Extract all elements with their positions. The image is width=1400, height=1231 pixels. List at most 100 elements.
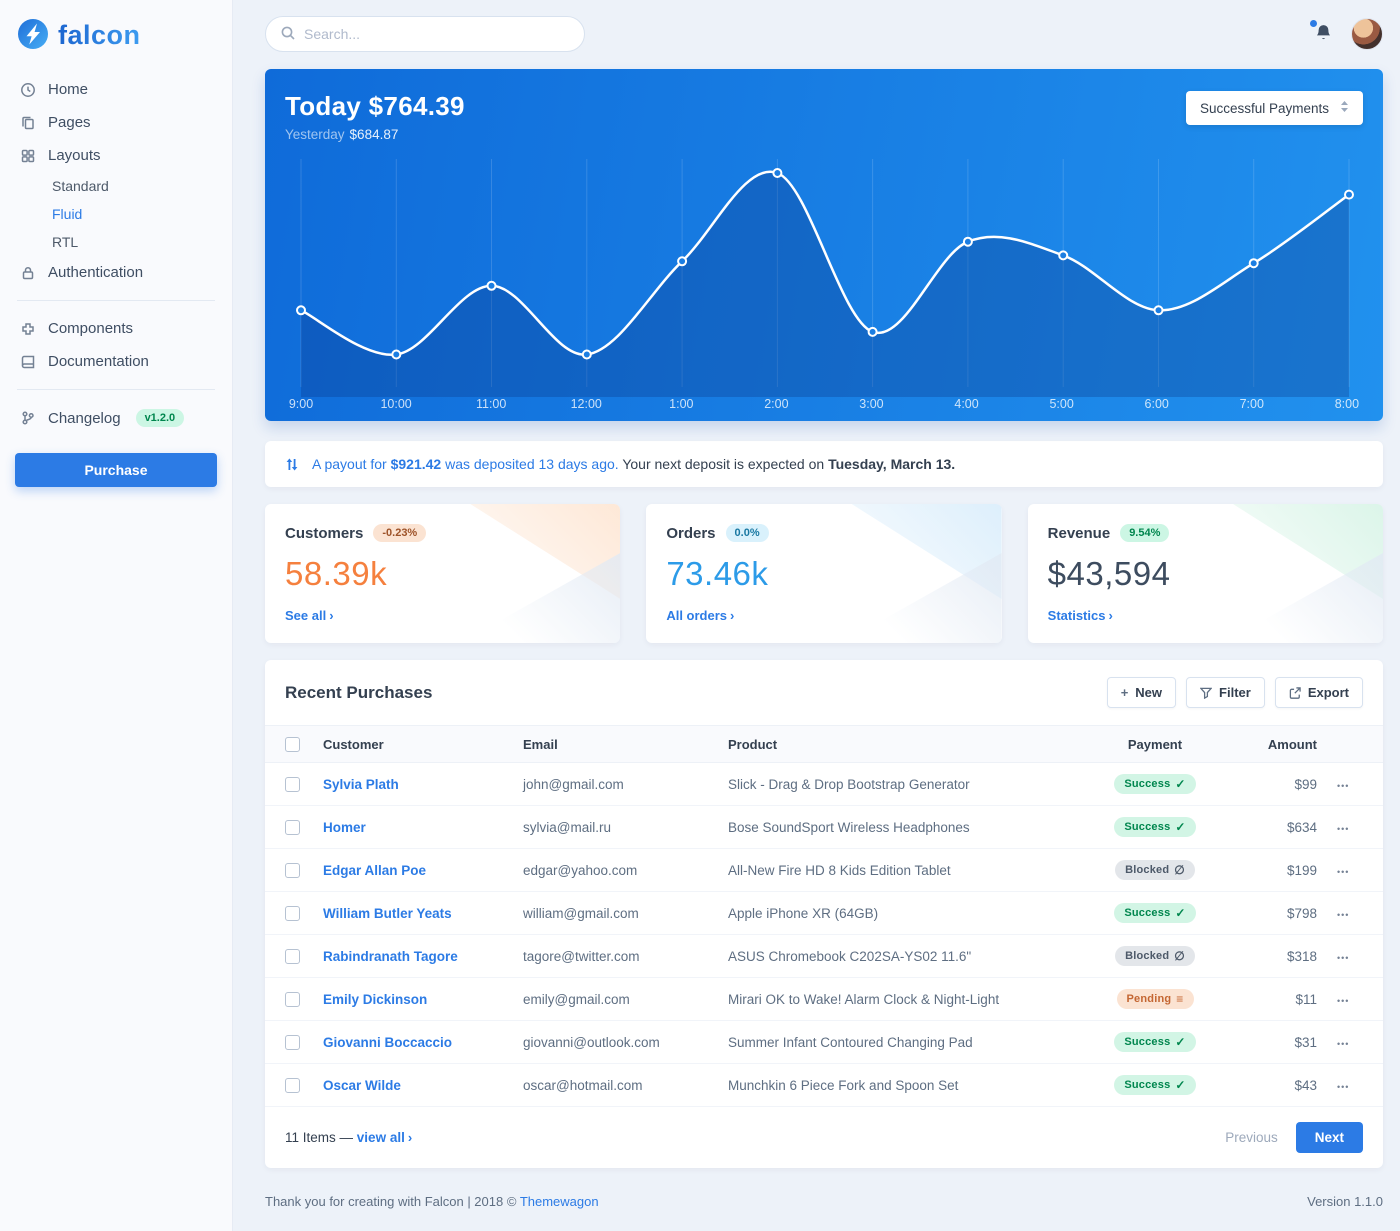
row-actions-button[interactable]: ••• xyxy=(1337,866,1350,877)
row-checkbox[interactable] xyxy=(285,820,300,836)
brand-logo[interactable]: falcon xyxy=(15,16,217,73)
chart-x-labels: 9:00 10:00 11:00 12:00 1:00 2:00 3:00 4:00 5:00 6… xyxy=(265,397,1383,421)
check-icon: ✓ xyxy=(1175,777,1186,792)
row-checkbox[interactable] xyxy=(285,863,300,879)
amount-cell: $43 xyxy=(1230,1063,1325,1108)
payments-chart xyxy=(296,159,1354,397)
row-checkbox[interactable] xyxy=(285,949,300,965)
sidebar-subitem-standard[interactable]: Standard xyxy=(52,178,109,194)
stat-value: $43,594 xyxy=(1047,555,1171,592)
amount-cell: $31 xyxy=(1230,1020,1325,1065)
version-badge: v1.2.0 xyxy=(135,409,185,427)
sidebar-item-documentation[interactable]: Documentation xyxy=(15,345,217,378)
search-box[interactable] xyxy=(265,16,585,52)
customer-link[interactable]: William Butler Yeats xyxy=(323,905,452,921)
customers-card: Customers -0.23% 58.39k See all › xyxy=(265,504,621,643)
sidebar-item-authentication[interactable]: Authentication xyxy=(15,256,217,289)
payment-status-badge: Success ✓ xyxy=(1114,1032,1196,1053)
view-all-link[interactable]: view all › xyxy=(356,1130,413,1146)
row-checkbox[interactable] xyxy=(285,1078,300,1094)
exchange-arrows-icon xyxy=(285,457,299,472)
column-header-actions xyxy=(1325,724,1383,764)
product-cell: Summer Infant Contoured Changing Pad xyxy=(720,1020,1080,1065)
sidebar-item-label: Pages xyxy=(48,114,91,131)
row-actions-button[interactable]: ••• xyxy=(1337,995,1350,1006)
row-actions-button[interactable]: ••• xyxy=(1337,1081,1350,1092)
sidebar-item-changelog[interactable]: Changelog v1.2.0 xyxy=(15,401,217,435)
amount-cell: $199 xyxy=(1230,848,1325,893)
row-actions-button[interactable]: ••• xyxy=(1337,823,1350,834)
row-checkbox[interactable] xyxy=(285,992,300,1008)
sidebar-item-components[interactable]: Components xyxy=(15,312,217,345)
avatar[interactable] xyxy=(1351,18,1383,50)
email-cell: john@gmail.com xyxy=(515,762,720,807)
customer-link[interactable]: Giovanni Boccaccio xyxy=(323,1034,453,1050)
purchases-table: Customer Email Product Payment Amount Sy… xyxy=(265,724,1383,1108)
row-actions-button[interactable]: ••• xyxy=(1337,909,1350,920)
customer-link[interactable]: Oscar Wilde xyxy=(323,1077,401,1093)
x-axis-label: 11:00 xyxy=(475,397,507,411)
row-actions-button[interactable]: ••• xyxy=(1337,780,1350,791)
stat-badge: -0.23% xyxy=(373,524,427,542)
email-cell: tagore@twitter.com xyxy=(515,934,720,979)
all-orders-link[interactable]: All orders › xyxy=(666,608,735,623)
notifications-bell-icon[interactable] xyxy=(1310,20,1333,45)
new-button[interactable]: + New xyxy=(1106,677,1177,708)
row-actions-button[interactable]: ••• xyxy=(1337,952,1350,963)
payment-status-badge: Success ✓ xyxy=(1114,903,1196,924)
product-cell: Mirari OK to Wake! Alarm Clock & Night-L… xyxy=(720,977,1080,1022)
orders-card: Orders 0.0% 73.46k All orders › xyxy=(646,504,1002,643)
customer-link[interactable]: Rabindranath Tagore xyxy=(323,948,458,964)
purchase-button[interactable]: Purchase xyxy=(15,453,217,487)
column-header-payment: Payment xyxy=(1080,724,1230,764)
amount-cell: $634 xyxy=(1230,805,1325,850)
check-icon: ✓ xyxy=(1175,1078,1186,1093)
stat-title: Revenue 9.54% xyxy=(1048,524,1363,542)
table-row: Rabindranath Tagore tagore@twitter.com ASU… xyxy=(265,934,1383,979)
themewagon-link[interactable]: Themewagon xyxy=(519,1194,599,1210)
plus-icon: + xyxy=(1120,685,1129,700)
sidebar-subitem-rtl[interactable]: RTL xyxy=(52,234,79,250)
payment-status-badge: Pending ≡ xyxy=(1116,989,1194,1010)
table-row: Edgar Allan Poe edgar@yahoo.com All-New Fi… xyxy=(265,848,1383,893)
payment-status-badge: Success ✓ xyxy=(1114,1075,1196,1096)
stream-icon: ≡ xyxy=(1176,992,1184,1007)
amount-cell: $11 xyxy=(1230,977,1325,1022)
copy-icon xyxy=(19,115,37,131)
sidebar-item-label: Home xyxy=(48,81,89,98)
customer-link[interactable]: Homer xyxy=(323,819,366,835)
page-footer: Thank you for creating with Falcon | 201… xyxy=(265,1168,1383,1231)
purchases-title: Recent Purchases xyxy=(285,682,433,702)
customer-link[interactable]: Emily Dickinson xyxy=(323,991,428,1007)
row-checkbox[interactable] xyxy=(285,906,300,922)
sidebar-item-home[interactable]: Home xyxy=(15,73,217,106)
next-button[interactable]: Next xyxy=(1295,1122,1363,1154)
customer-link[interactable]: Sylvia Plath xyxy=(323,776,399,792)
select-all-checkbox[interactable] xyxy=(285,737,300,753)
row-checkbox[interactable] xyxy=(285,1035,300,1051)
payout-date: Tuesday, March 13. xyxy=(828,456,956,472)
see-all-link[interactable]: See all › xyxy=(285,608,334,623)
payments-filter-dropdown[interactable]: Successful Payments xyxy=(1185,91,1363,125)
customer-link[interactable]: Edgar Allan Poe xyxy=(323,862,427,878)
search-input[interactable] xyxy=(304,26,569,42)
export-button[interactable]: Export xyxy=(1274,677,1363,708)
filter-button[interactable]: Filter xyxy=(1186,677,1265,708)
payout-banner: A payout for $921.42 was deposited 13 da… xyxy=(265,441,1383,487)
footer-credits: Thank you for creating with Falcon | 201… xyxy=(265,1194,599,1210)
row-checkbox[interactable] xyxy=(285,777,300,793)
sidebar-subitem-fluid[interactable]: Fluid xyxy=(52,206,83,222)
actions-cell: ••• xyxy=(1325,762,1383,807)
statistics-link[interactable]: Statistics › xyxy=(1047,608,1113,623)
previous-button[interactable]: Previous xyxy=(1225,1130,1278,1146)
x-axis-label: 4:00 xyxy=(954,397,979,411)
x-axis-label: 8:00 xyxy=(1334,397,1360,411)
table-row: Giovanni Boccaccio giovanni@outlook.com Su… xyxy=(265,1020,1383,1065)
row-actions-button[interactable]: ••• xyxy=(1337,1038,1350,1049)
payment-status-badge: Success ✓ xyxy=(1114,774,1196,795)
sidebar-item-layouts[interactable]: Layouts xyxy=(15,139,217,172)
sidebar-item-pages[interactable]: Pages xyxy=(15,106,217,139)
table-row: Emily Dickinson emily@gmail.com Mirari OK … xyxy=(265,977,1383,1022)
payout-link[interactable]: A payout for $921.42 was deposited 13 da… xyxy=(312,456,619,472)
payments-chart-card: Today $764.39 Yesterday $684.87 Successfu… xyxy=(265,69,1383,421)
